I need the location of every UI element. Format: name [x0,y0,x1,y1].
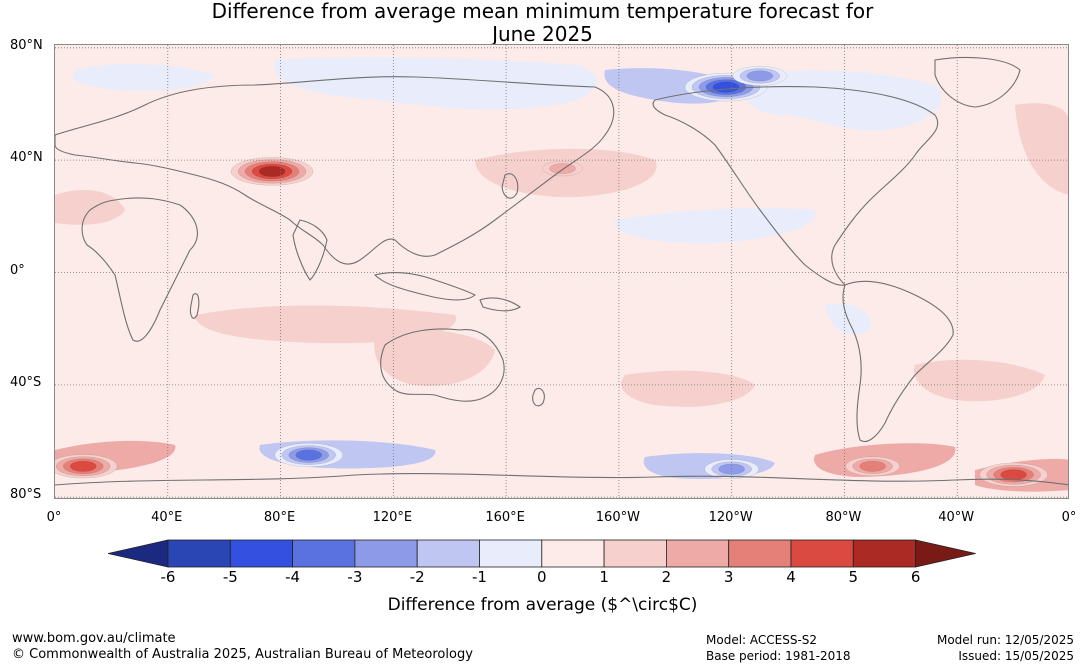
anomaly-marker [704,459,759,479]
west-africa-warm-patch [55,190,125,225]
footer-base-period: Base period: 1981-2018 [706,649,851,663]
longitude-label: 160°W [595,510,640,525]
australia-coastline [380,328,505,402]
anomaly-contour [746,70,774,82]
colorbar-segment [167,539,231,568]
forecast-map [54,44,1069,499]
latitude-label: 80°S [10,487,42,503]
map-canvas [55,45,1068,498]
colorbar-tick-label: 1 [599,568,609,586]
anomaly-contour [69,460,97,472]
anomaly-contour [295,449,322,461]
anomaly-contour [859,460,886,472]
new-guinea-coastline [479,297,522,312]
latitude-label: 40°N [10,150,43,166]
south-pacific-warm-patch [621,370,755,407]
longitude-label: 160°E [485,510,525,525]
anomaly-marker [732,66,788,86]
anomaly-contour [258,165,286,177]
colorbar-tick-label: 3 [723,568,734,586]
footer-copyright: © Commonwealth of Australia 2025, Austra… [12,647,473,662]
eurasia-coastline [55,76,615,265]
new-zealand-coastline [532,387,545,407]
colorbar-segment [666,539,730,568]
anomaly-marker [979,462,1048,487]
longitude-label: 120°W [708,510,753,525]
japan-coastline [501,173,519,199]
colorbar-tick-label: 2 [661,568,672,586]
africa-coastline [81,197,198,342]
colorbar-segment [292,539,356,568]
graticule [55,45,1068,498]
colorbar-segment [603,539,667,568]
hotspot-layer [55,66,1048,487]
footer-website: www.bom.gov.au/climate [12,631,176,646]
chart-title: Difference from average mean minimum tem… [0,0,1085,46]
footer-model-run: Model run: 12/05/2025 [936,633,1074,647]
longitude-label: 120°E [372,510,413,525]
colorbar-extend-high [915,539,976,568]
latitude-label: 80°N [10,37,43,53]
colorbar-segment [479,539,543,568]
colorbar-segment [416,539,480,568]
anomaly-marker [230,157,314,186]
colorbar-tick-label: 6 [910,568,921,586]
greenland-coastline [934,56,1021,108]
anomaly-layer [55,57,1068,492]
colorbar-segment [852,539,916,568]
tropical-pacific-cold-band [614,208,817,244]
colorbar-tick-label: -5 [222,568,238,586]
longitude-label: 40°E [151,510,183,525]
longitude-label: 80°E [263,510,296,525]
south-america-coastline [842,280,954,442]
colorbar-tick-label: 0 [537,568,547,586]
longitude-label: 40°W [938,510,975,525]
europe-cold-area [72,63,215,92]
australia-warm-area [374,330,495,386]
latitude-label: 40°S [10,374,42,390]
india-coastline [292,219,328,281]
latitude-label: 0° [10,262,25,278]
colorbar-segment [229,539,294,568]
title-line-2: June 2025 [492,22,593,46]
anomaly-marker [542,160,583,177]
coastline-layer [55,56,1068,486]
colorbar-tick-label: 4 [786,568,796,586]
colorbar-tick-label: -6 [160,568,176,586]
title-line-1: Difference from average mean minimum tem… [211,0,874,23]
colorbar-tick-label: -1 [472,568,487,586]
siberia-cold-area [273,57,597,110]
longitude-label: 0° [46,510,62,525]
footer-model: Model: ACCESS-S2 [706,633,818,647]
colorbar-segment [541,539,605,568]
colorbar-tick-label: 5 [848,568,859,586]
anomaly-contour [1000,469,1027,481]
colorbar-segment [790,539,854,568]
colorbar-tick-label: -2 [409,568,425,586]
anomaly-contour [549,163,576,175]
colorbar-extend-low [108,539,169,568]
colorbar-segment [728,539,792,568]
north-america-coastline [652,86,939,286]
madagascar-coastline [189,293,200,319]
anomaly-marker [845,456,900,477]
north-america-cold-area [744,70,942,131]
colorbar [108,539,976,568]
maritime-continent-coastline [373,271,477,301]
anomaly-marker [274,443,343,468]
colorbar-tick-label: -4 [285,568,301,586]
footer-issued: Issued: 15/05/2025 [958,649,1074,663]
colorbar-label: Difference from average ($^\circ$C) [387,595,698,615]
south-atlantic-warm-patch [914,359,1045,402]
antarctica-coastline [55,473,1068,486]
western-europe-warm-patch [1015,103,1068,195]
longitude-label: 80°W [825,510,862,525]
colorbar-tick-label: -3 [347,568,363,586]
anomaly-contour [712,81,740,93]
colorbar-segment [354,539,418,568]
anomaly-marker [55,454,118,479]
longitude-label: 0° [1061,510,1077,525]
